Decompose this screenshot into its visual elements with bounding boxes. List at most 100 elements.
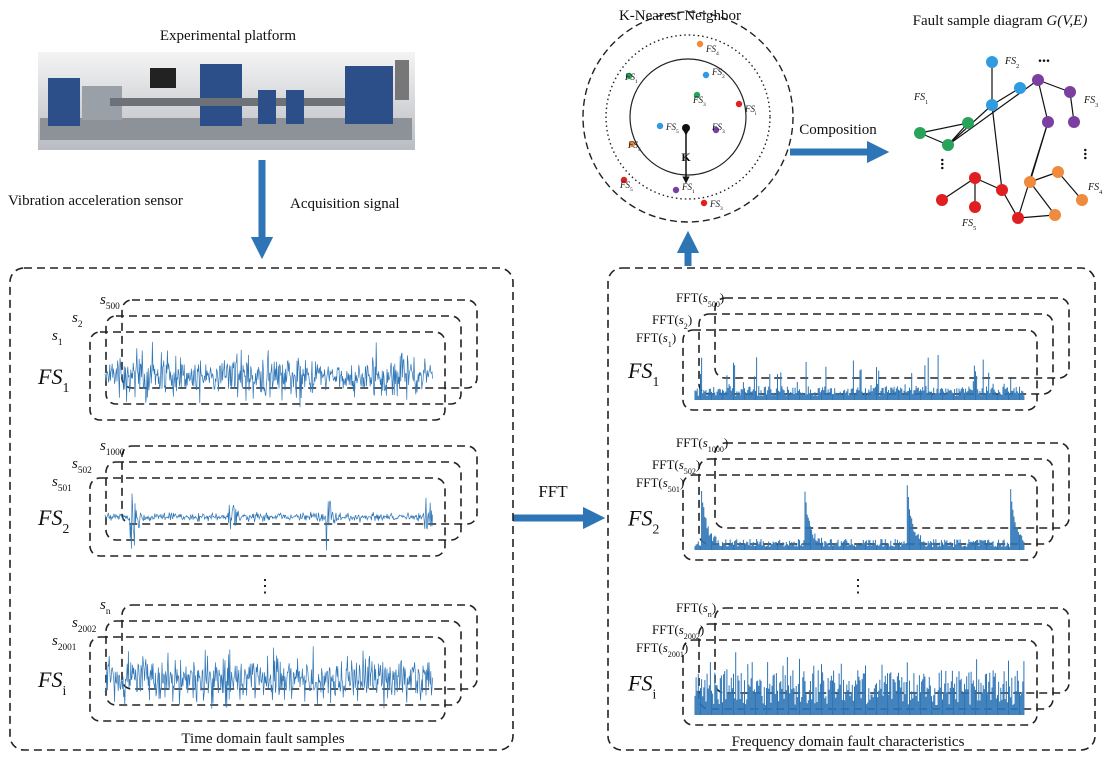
label: FS5: [619, 180, 633, 193]
graph-node: [969, 201, 981, 213]
label-sub: 2: [78, 320, 83, 330]
graph-title-text: Fault sample diagram: [913, 13, 1047, 29]
label-base: FS: [37, 667, 62, 692]
label-sub: 500: [106, 302, 120, 312]
label-sub: 5: [973, 225, 976, 232]
graph-edge: [1057, 171, 1083, 201]
knn-point: [620, 176, 628, 184]
label: FS4: [1087, 182, 1102, 196]
label-base: s: [663, 330, 668, 345]
knn-outer: [582, 11, 794, 223]
label-sub: 501: [58, 484, 72, 494]
label: FFT(s2): [652, 312, 692, 331]
caption: Frequency domain fault characteristics: [732, 734, 965, 750]
label-pre: FFT(: [676, 435, 703, 450]
label-base: FS: [627, 671, 652, 696]
label-base: s: [52, 328, 58, 344]
label-sub: 1: [692, 189, 695, 195]
label: s2001: [52, 633, 77, 653]
knn-point: [693, 91, 701, 99]
label-base: FS: [627, 506, 652, 531]
label: FFT(s501): [636, 475, 684, 494]
label-sub: 2: [62, 521, 69, 536]
label-base: FS: [37, 505, 62, 530]
signal: [104, 493, 433, 551]
label-post: ): [720, 290, 724, 305]
sample-box: [682, 639, 1038, 726]
knn-point: [696, 40, 704, 48]
graph-ellipsis: ...: [1080, 148, 1097, 160]
label-sub: 4: [638, 147, 641, 153]
panel: [607, 267, 1096, 751]
label-sub: 2: [652, 521, 659, 536]
sample-box: [682, 329, 1038, 411]
label: FS2: [1004, 56, 1019, 70]
ellipsis: ⋮: [849, 576, 867, 596]
label-base: s: [703, 290, 708, 305]
label-pre: FFT(: [636, 475, 663, 490]
label: FS1: [913, 92, 928, 106]
graph-edge: [1017, 121, 1049, 219]
label-post: ): [672, 330, 676, 345]
label-base: FS: [692, 95, 703, 105]
spectrum: [694, 652, 1025, 715]
label: FS2: [37, 505, 69, 536]
label: FS2: [711, 67, 725, 80]
label-base: s: [679, 622, 684, 637]
label: s1: [52, 328, 63, 348]
sample-box: [121, 604, 478, 690]
label: FS3: [692, 95, 706, 108]
label-pre: FFT(: [636, 330, 663, 345]
arrow-label: Composition: [799, 122, 877, 138]
label-base: s: [100, 438, 106, 454]
label: FS5: [665, 122, 679, 135]
label-sub: 4: [716, 51, 719, 57]
graph-node: [969, 172, 981, 184]
platform-title: Experimental platform: [160, 28, 297, 44]
label: FSi: [744, 104, 757, 117]
graph-node: [1049, 209, 1061, 221]
label: s2002: [72, 615, 97, 635]
graph-node: [962, 117, 974, 129]
arrow-label: Acquisition signal: [290, 196, 400, 212]
label-pre: FFT(: [652, 457, 679, 472]
label-sub: 2002: [684, 632, 700, 641]
label-base: FS: [744, 104, 755, 114]
graph-edge: [941, 177, 976, 201]
label: FFT(s2002): [652, 622, 704, 641]
graph-node: [1076, 194, 1088, 206]
label-base: s: [679, 312, 684, 327]
knn-point: [656, 122, 664, 130]
knn-point: [735, 100, 743, 108]
label-sub: n: [106, 607, 111, 617]
label-post: ): [700, 622, 704, 637]
panel: [9, 267, 514, 751]
label-base: FS: [665, 122, 676, 132]
label: s1000: [100, 438, 125, 458]
graph-node: [1042, 116, 1054, 128]
label-pre: FFT(: [676, 290, 703, 305]
graph-title-math: G(V,E): [1046, 13, 1087, 29]
label-post: ): [680, 475, 684, 490]
arrow-label: Vibration acceleration sensor: [8, 193, 183, 209]
sample-box: [89, 331, 446, 421]
label: FFT(s502): [652, 457, 700, 476]
label-sub: 3: [720, 206, 723, 212]
graph-node: [1064, 86, 1076, 98]
label-sub: 501: [668, 485, 680, 494]
label-sub: 3: [1095, 102, 1098, 109]
label-post: ): [724, 435, 728, 450]
label-post: ): [688, 312, 692, 327]
label-base: FS: [961, 218, 973, 229]
label: s2: [72, 310, 83, 330]
label-sub: 1: [668, 340, 672, 349]
label-base: s: [100, 597, 106, 613]
graph-ellipsis: ...: [1038, 49, 1050, 66]
label: sn: [100, 597, 111, 617]
label: FS5: [961, 218, 976, 232]
label-sub: 5: [630, 187, 633, 193]
k-label: K: [681, 150, 691, 164]
label: FS3: [1083, 95, 1098, 109]
label: FFT(s500): [676, 290, 724, 309]
